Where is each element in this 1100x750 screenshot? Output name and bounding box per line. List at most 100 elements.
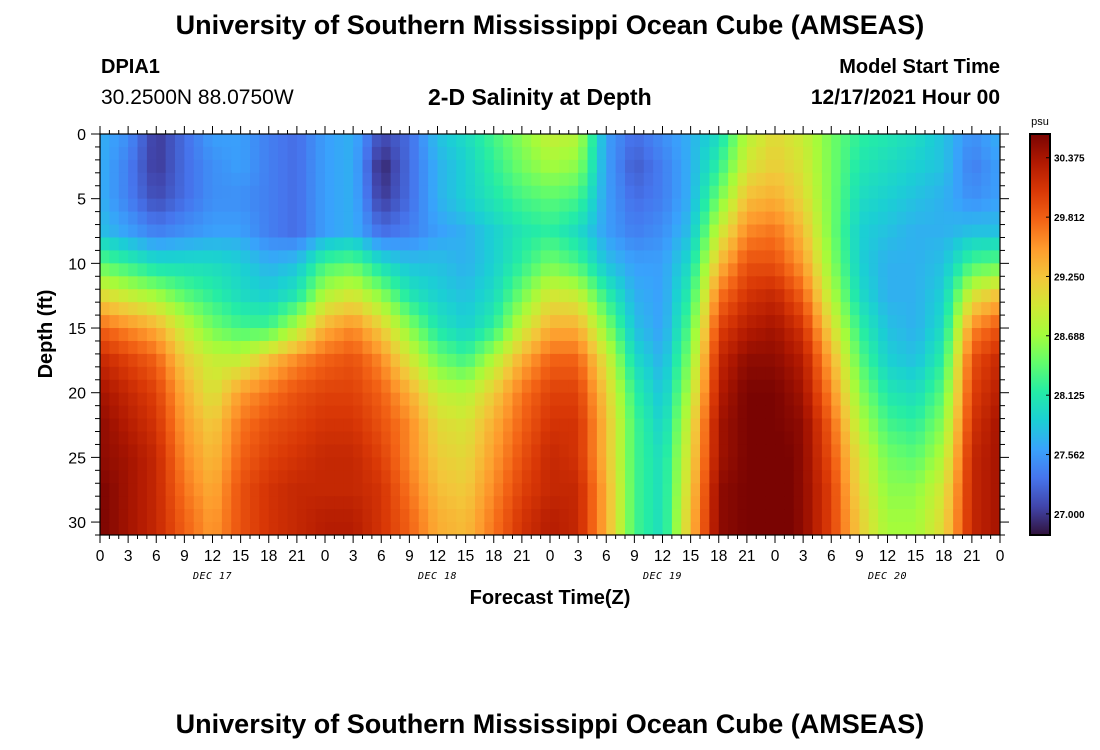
heatmap-cell [681,224,692,239]
heatmap-cell [362,353,373,368]
heatmap-cell [831,263,842,277]
heatmap-cell [653,172,664,187]
heatmap-cell [203,353,214,368]
heatmap-cell [775,263,785,277]
heatmap-cell [962,392,973,407]
heatmap-cell [315,353,326,368]
heatmap-cell [578,328,589,342]
heatmap-cell [343,237,354,252]
heatmap-cell [193,198,204,213]
heatmap-cell [925,522,935,535]
heatmap-cell [756,496,767,510]
heatmap-cell [493,159,504,174]
heatmap-cell [653,431,664,446]
heatmap-cell [325,224,335,239]
heatmap-cell [353,418,364,433]
heatmap-cell [306,211,317,226]
heatmap-cell [971,276,982,290]
heatmap-cell [446,405,457,420]
heatmap-cell [831,340,842,355]
heatmap-cell [521,289,532,303]
heatmap-cell [456,353,467,368]
heatmap-cell [568,366,579,381]
heatmap-cell [625,418,635,433]
heatmap-cell [943,444,954,458]
heatmap-cell [343,211,354,226]
heatmap-cell [212,315,223,329]
heatmap-cell [503,379,514,394]
heatmap-cell [203,328,214,342]
heatmap-cell [156,405,167,420]
heatmap-cell [643,263,654,277]
heatmap-cell [287,444,298,458]
heatmap-cell [896,457,907,471]
heatmap-cell [756,328,767,342]
heatmap-cell [559,483,570,497]
heatmap-cell [550,224,560,239]
heatmap-cell [606,470,617,484]
heatmap-cell [625,444,635,458]
heatmap-cell [371,379,382,394]
heatmap-cell [596,263,607,277]
heatmap-cell [671,392,682,407]
heatmap-cell [690,522,701,535]
heatmap-cell [540,263,551,277]
heatmap-cell [559,418,570,433]
heatmap-cell [184,134,195,148]
heatmap-cell [934,496,945,510]
heatmap-cell [550,418,560,433]
heatmap-cell [859,457,870,471]
heatmap-cell [118,315,129,329]
heatmap-cell [587,431,598,446]
heatmap-cell [390,237,401,252]
heatmap-cell [709,496,720,510]
heatmap-cell [475,328,485,342]
heatmap-cell [990,276,1000,290]
heatmap-cell [428,405,439,420]
heatmap-cell [531,431,542,446]
heatmap-cell [531,457,542,471]
heatmap-cell [690,340,701,355]
heatmap-cell [465,250,476,264]
heatmap-cell [878,483,889,497]
heatmap-cell [859,509,870,523]
heatmap-cell [971,392,982,407]
heatmap-cell [662,509,673,523]
heatmap-cell [343,198,354,213]
heatmap-cell [550,302,560,316]
heatmap-cell [962,224,973,239]
heatmap-cell [709,353,720,368]
heatmap-cell [943,496,954,510]
heatmap-cell [250,146,260,161]
heatmap-cell [737,276,748,290]
heatmap-cell [540,146,551,161]
heatmap-cell [512,392,523,407]
heatmap-cell [981,134,992,148]
heatmap-cell [718,418,729,433]
heatmap-cell [765,289,776,303]
heatmap-cell [606,522,617,535]
heatmap-cell [306,276,317,290]
heatmap-cell [240,185,251,200]
heatmap-cell [287,172,298,187]
heatmap-cell [718,405,729,420]
heatmap-cell [653,522,664,535]
heatmap-cell [465,379,476,394]
heatmap-cell [240,263,251,277]
heatmap-cell [775,224,785,239]
heatmap-cell [353,224,364,239]
heatmap-cell [737,522,748,535]
heatmap-cell [934,366,945,381]
heatmap-cell [259,134,270,148]
heatmap-cell [578,224,589,239]
heatmap-cell [728,134,739,148]
heatmap-cell [559,392,570,407]
heatmap-cell [728,444,739,458]
heatmap-cell [812,172,823,187]
heatmap-cell [953,224,964,239]
heatmap-cell [193,289,204,303]
heatmap-cell [456,237,467,252]
heatmap-cell [615,250,626,264]
heatmap-cell [437,146,448,161]
heatmap-cell [550,483,560,497]
